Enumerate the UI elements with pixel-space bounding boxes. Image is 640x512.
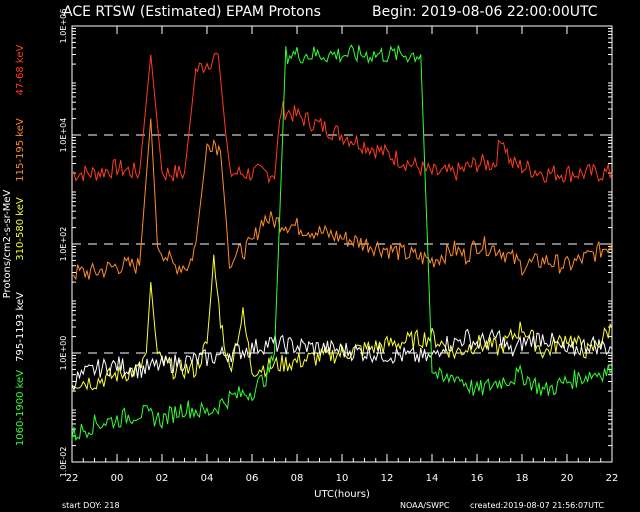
channel-label: 795-1193 keV — [15, 292, 26, 362]
series-lines — [71, 44, 613, 442]
series-line-3 — [71, 254, 613, 391]
chart-title: ACE RTSW (Estimated) EPAM Protons — [63, 4, 321, 20]
y-axis-label: Protons/cm2-s-sr-MeV — [2, 189, 13, 298]
x-tick-label: 02 — [156, 473, 169, 484]
series-line-2 — [71, 118, 613, 281]
y-tick-label: 1.0E-02 — [59, 447, 68, 478]
channel-label: 47-68 keV — [15, 45, 26, 96]
x-tick-label: 16 — [471, 473, 484, 484]
footer-start-doy: start DOY: 218 — [62, 501, 120, 510]
series-line-4 — [71, 328, 613, 392]
x-tick-label: 06 — [246, 473, 259, 484]
y-tick-label: 1.0E+04 — [59, 118, 68, 153]
x-tick-label: 00 — [111, 473, 124, 484]
channel-label: 310-580 keV — [15, 197, 26, 261]
x-tick-label: 22 — [606, 473, 619, 484]
footer-created: created:2019-08-07 21:56:07UTC — [470, 501, 604, 510]
x-tick-label: 12 — [381, 473, 394, 484]
grid-lines — [72, 134, 612, 354]
series-line-1 — [71, 52, 613, 185]
x-tick-label: 18 — [516, 473, 529, 484]
x-tick-label: 04 — [201, 473, 214, 484]
x-tick-label: 08 — [291, 473, 304, 484]
channel-label: 115-195 keV — [15, 118, 26, 182]
x-axis-label: UTC(hours) — [314, 489, 370, 500]
channel-label: 1060-1900 keV — [15, 370, 26, 446]
y-tick-label: 1.0E+02 — [59, 227, 68, 262]
footer-noaa: NOAA/SWPC — [400, 501, 450, 510]
x-tick-label: 22 — [66, 473, 79, 484]
x-tick-label: 14 — [426, 473, 439, 484]
x-tick-label: 20 — [561, 473, 574, 484]
x-tick-label: 10 — [336, 473, 349, 484]
series-line-5 — [71, 44, 613, 442]
channel-labels: 47-68 keV 115-195 keV 310-580 keV 795-1193 … — [15, 45, 26, 447]
y-tick-label: 1.0E+06 — [59, 9, 68, 44]
y-tick-label: 1.0E+00 — [59, 336, 68, 371]
chart-begin-time: Begin: 2019-08-06 22:00:00UTC — [372, 4, 598, 20]
